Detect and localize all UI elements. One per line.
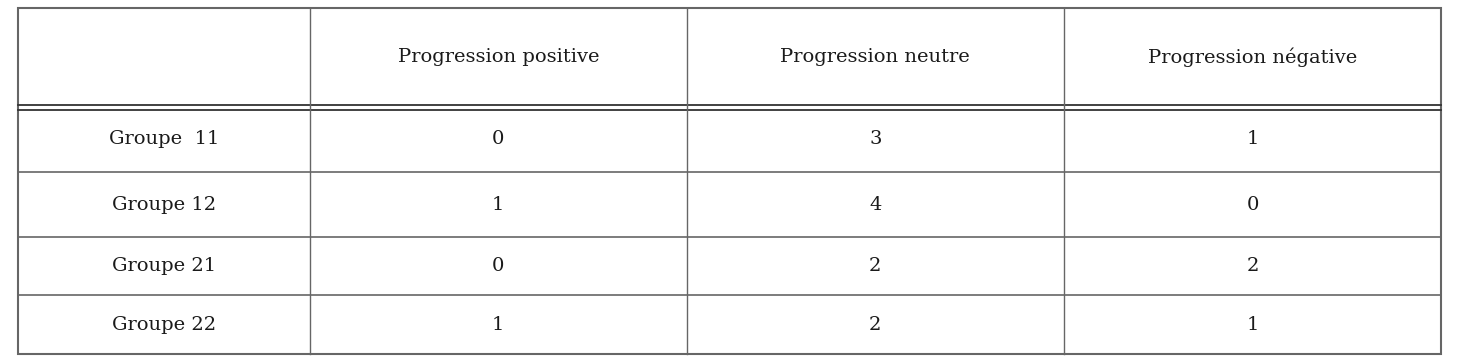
- Text: 1: 1: [1246, 316, 1259, 333]
- Text: Groupe 12: Groupe 12: [112, 195, 216, 214]
- Text: Progression positive: Progression positive: [397, 49, 600, 67]
- Text: 0: 0: [492, 257, 505, 275]
- Text: 3: 3: [870, 130, 881, 148]
- Text: Groupe 22: Groupe 22: [112, 316, 216, 333]
- Text: 1: 1: [492, 316, 505, 333]
- Text: 0: 0: [492, 130, 505, 148]
- Text: 1: 1: [492, 195, 505, 214]
- Text: 2: 2: [1246, 257, 1259, 275]
- Text: Groupe 21: Groupe 21: [112, 257, 216, 275]
- Text: 0: 0: [1246, 195, 1259, 214]
- Text: 1: 1: [1246, 130, 1259, 148]
- Text: Progression neutre: Progression neutre: [781, 49, 970, 67]
- Text: Progression négative: Progression négative: [1148, 48, 1357, 67]
- Text: 2: 2: [870, 257, 881, 275]
- Text: Groupe  11: Groupe 11: [108, 130, 219, 148]
- Text: 2: 2: [870, 316, 881, 333]
- Text: 4: 4: [870, 195, 881, 214]
